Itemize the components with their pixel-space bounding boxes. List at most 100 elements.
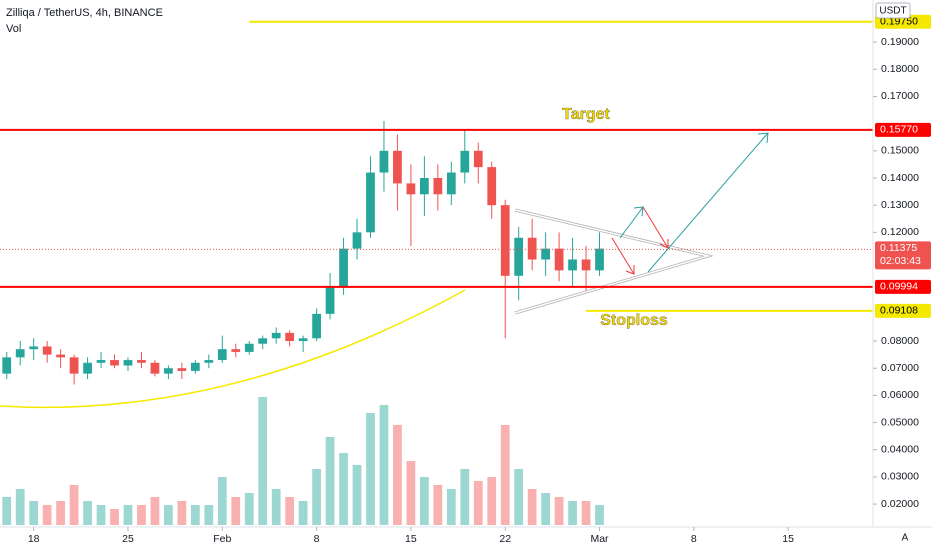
axes: 0.19000 0.18000 0.17000 0.15000 0.14000 0.130… — [28, 36, 919, 545]
last-price-box — [875, 241, 931, 270]
candle-body — [164, 368, 173, 374]
candle-body — [110, 360, 119, 366]
triangle — [514, 209, 711, 314]
level-label: 0.19750 — [880, 16, 918, 28]
candle-body — [150, 362, 160, 374]
x-tick-label: 18 — [28, 533, 40, 545]
candle-body — [190, 362, 200, 371]
volume-bar — [69, 485, 79, 525]
x-tick-label: 8 — [691, 533, 697, 545]
candle-body — [137, 360, 146, 363]
candle-body — [217, 349, 227, 361]
candle-body — [581, 259, 591, 271]
last-price-label: 0.11375 — [880, 242, 917, 254]
volume-bar — [177, 501, 187, 525]
candle-body — [96, 360, 106, 363]
candle-body — [69, 357, 79, 374]
volume-bar — [325, 437, 335, 525]
y-tick-label: 0.14000 — [881, 172, 919, 184]
candle-body — [419, 177, 429, 195]
candle-body — [514, 237, 524, 276]
candle-body — [595, 248, 604, 271]
level-label-box — [875, 279, 931, 294]
candle-body — [15, 349, 25, 358]
countdown: 02:03:43 — [880, 255, 921, 267]
volume-bar — [446, 489, 456, 525]
volume-layer — [2, 397, 604, 525]
candle-body — [29, 346, 39, 350]
volume-bar — [473, 481, 483, 525]
volume-bar — [83, 501, 92, 525]
price-labels: 0.19750 0.15770 0.09994 0.09108 0.1137502:03… — [875, 14, 931, 318]
y-tick-label: 0.06000 — [881, 389, 919, 401]
volume-bar — [96, 505, 106, 525]
candle-body — [500, 205, 510, 276]
triangle-line — [514, 209, 711, 314]
x-tick-label: Mar — [590, 533, 609, 545]
volume-bar — [231, 497, 241, 525]
y-tick-label: 0.03000 — [881, 471, 919, 483]
y-tick-label: 0.12000 — [881, 226, 919, 238]
volume-bar — [312, 469, 321, 525]
volume-bar — [271, 489, 281, 525]
volume-bar — [150, 497, 160, 525]
y-tick-label: 0.05000 — [881, 416, 919, 428]
y-tick-label: 0.17000 — [881, 90, 919, 102]
volume-bar — [379, 405, 389, 525]
arrow-dip — [611, 237, 635, 275]
volume-bar — [339, 453, 348, 525]
candle-body — [312, 313, 321, 339]
candle-body — [433, 177, 443, 195]
level-label-box — [875, 303, 931, 318]
volume-bar — [217, 477, 227, 525]
y-tick-label: 0.02000 — [881, 498, 919, 510]
volume-bar — [110, 509, 119, 525]
y-tick-label: 0.18000 — [881, 63, 919, 75]
volume-label: Vol — [6, 23, 21, 35]
x-tick-label: 15 — [405, 533, 417, 545]
volume-bar — [285, 497, 295, 525]
y-tick-label: 0.07000 — [881, 362, 919, 374]
volume-bar — [487, 477, 497, 525]
trend-curve — [0, 289, 466, 409]
candle-body — [379, 150, 389, 173]
level-label-box — [875, 122, 931, 137]
candle-body — [231, 349, 241, 352]
y-tick-label: 0.08000 — [881, 335, 919, 347]
volume-bar — [42, 505, 52, 525]
currency-box — [875, 2, 911, 19]
x-tick-label: 25 — [122, 533, 134, 545]
volume-bar — [204, 505, 214, 525]
candle-body — [487, 167, 497, 206]
arrows-up — [619, 132, 769, 273]
x-tick-label: 22 — [499, 533, 511, 545]
candle-body — [554, 248, 564, 271]
volume-bar — [433, 485, 443, 525]
candle-body — [568, 259, 577, 271]
arrow-target — [647, 132, 769, 273]
candle-body — [366, 172, 375, 233]
y-tick-label: 0.13000 — [881, 199, 919, 211]
candle-layer — [2, 120, 604, 385]
candle-body — [42, 346, 52, 355]
level-label: 0.09994 — [880, 281, 918, 293]
candle-body — [123, 360, 133, 366]
x-tick-label: 8 — [314, 533, 320, 545]
candle-body — [177, 368, 187, 371]
volume-bar — [514, 469, 524, 525]
chart-title: Zilliqa / TetherUS, 4h, BINANCE — [6, 7, 163, 19]
candle-body — [527, 237, 537, 260]
level-layer — [0, 20, 873, 312]
candle-body — [352, 232, 362, 249]
volume-bar — [419, 477, 429, 525]
candle-body — [244, 343, 254, 352]
annotation-target: Target — [562, 106, 610, 123]
arrow-pullback — [642, 206, 669, 249]
auto-scale[interactable]: A — [902, 533, 909, 544]
candle-body — [339, 248, 348, 287]
level-label: 0.09108 — [880, 305, 918, 317]
candle-body — [285, 332, 295, 342]
level-label: 0.15770 — [880, 124, 918, 136]
volume-bar — [393, 425, 402, 525]
